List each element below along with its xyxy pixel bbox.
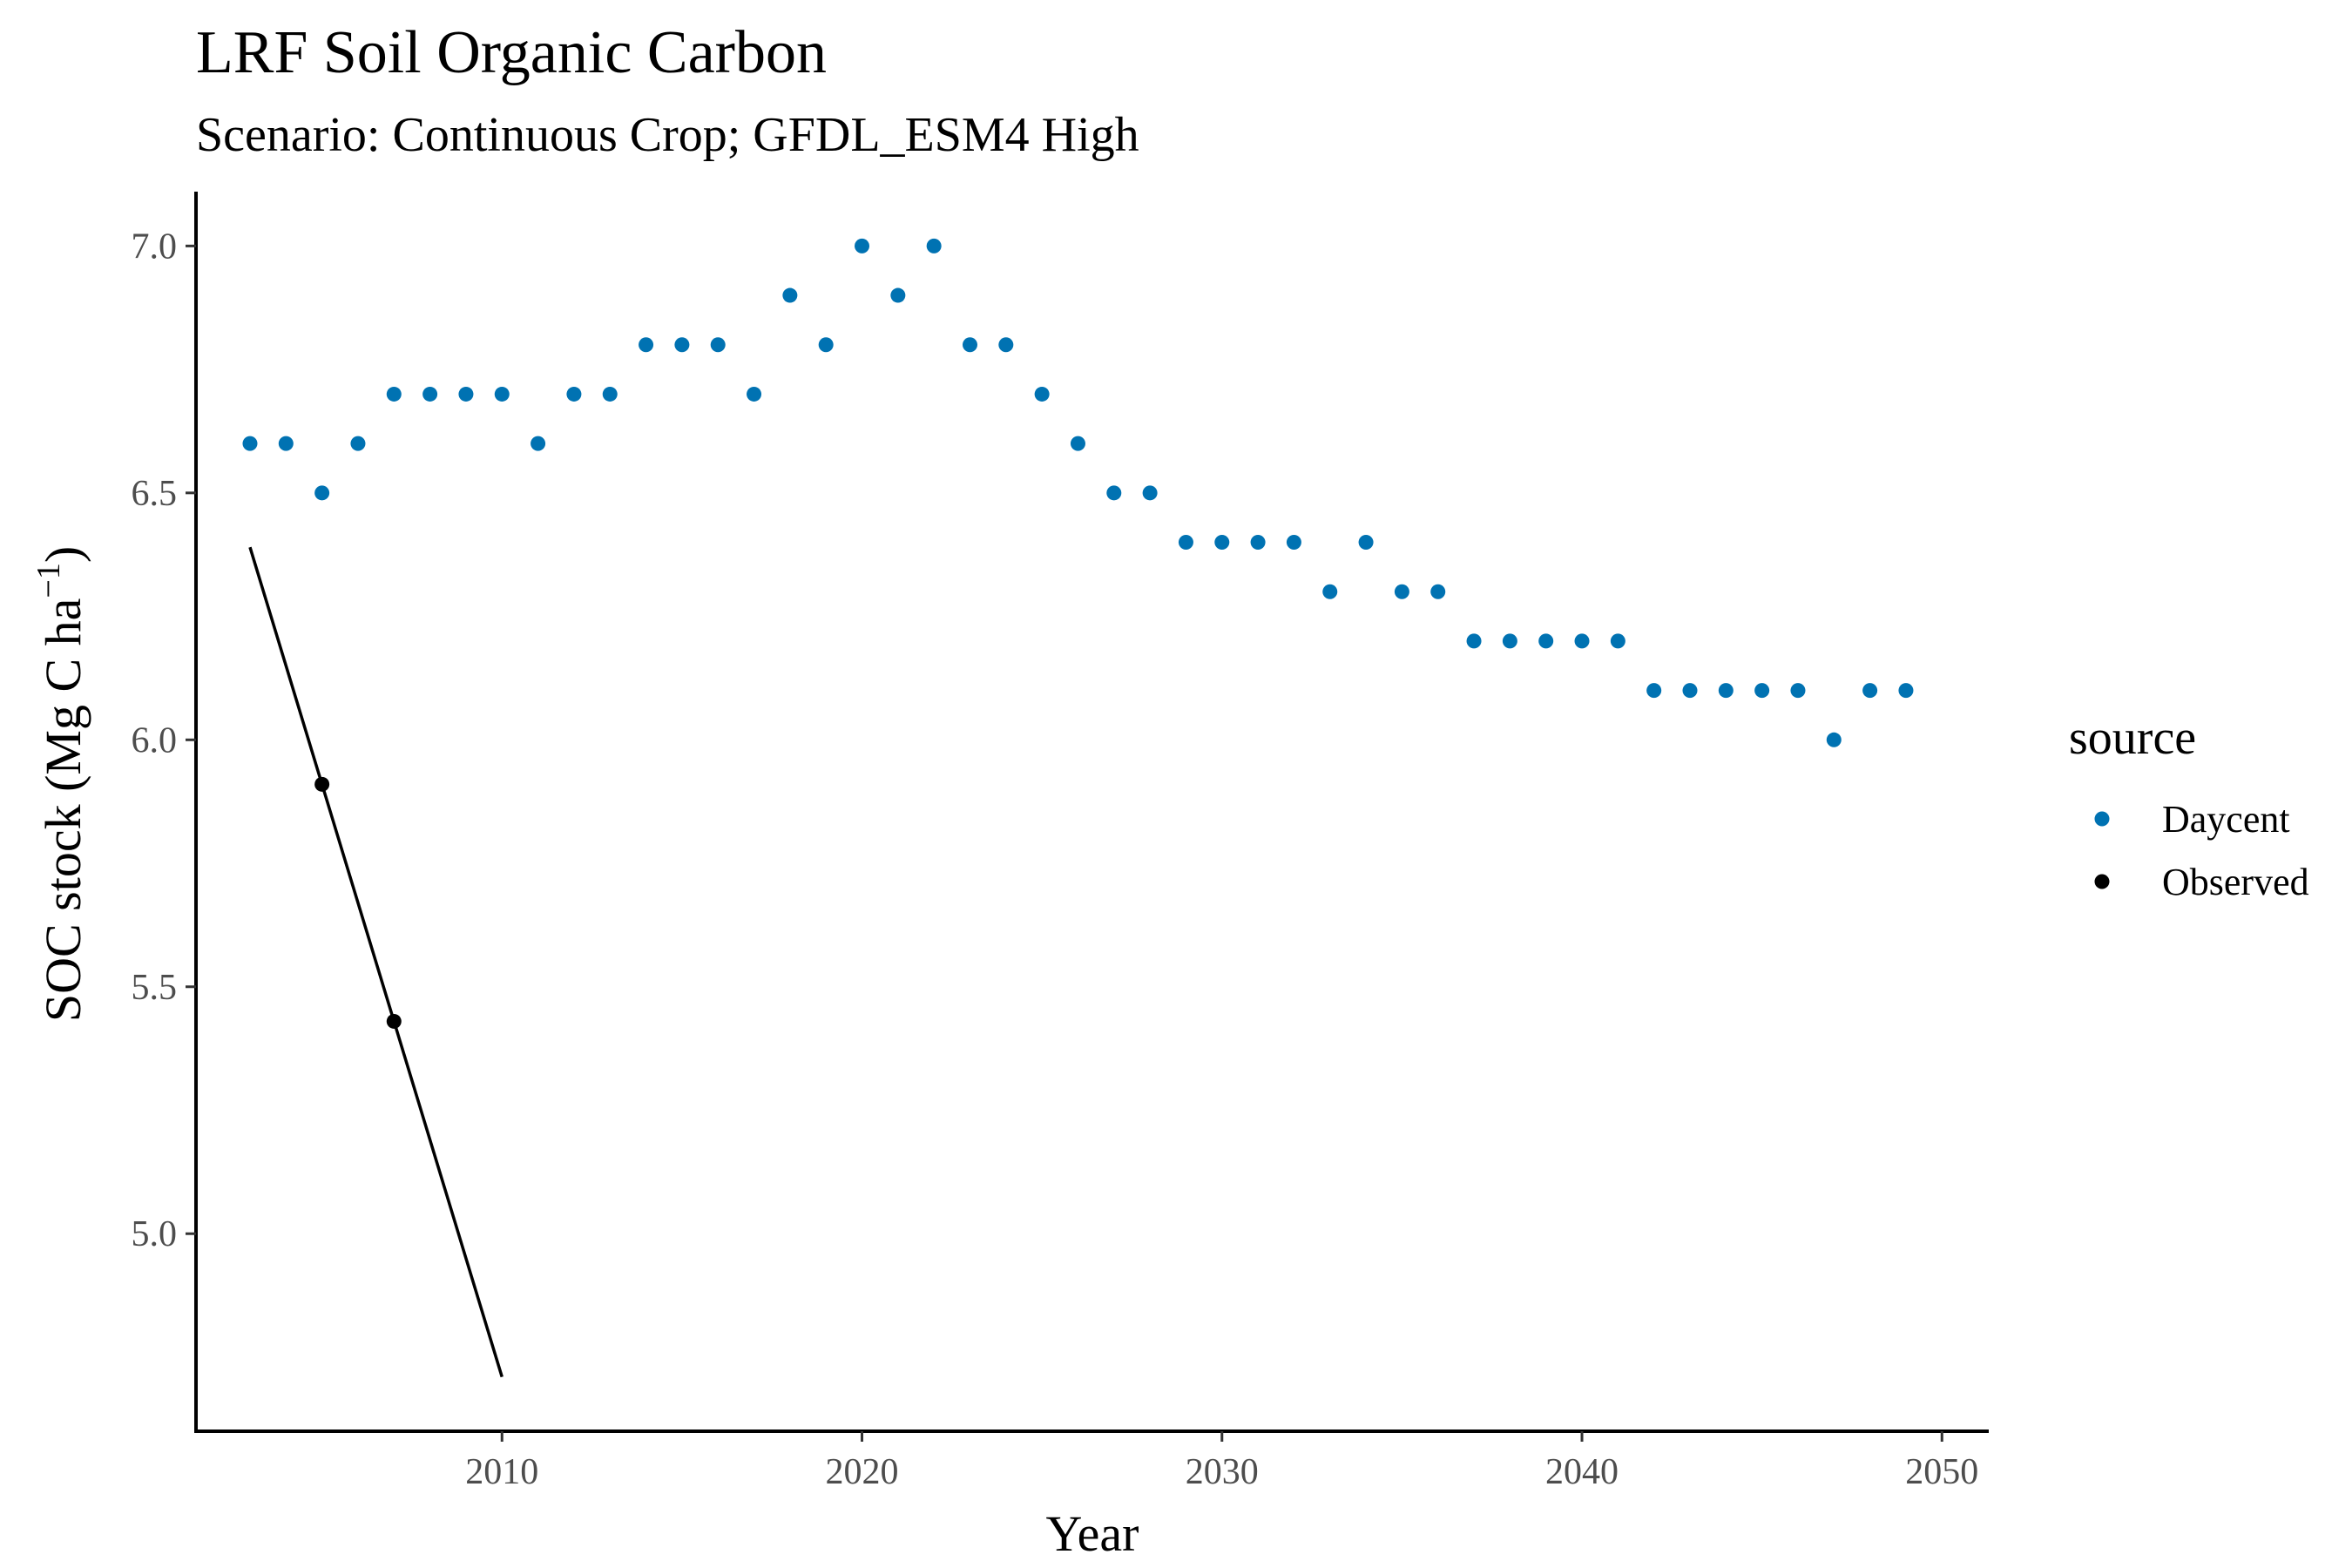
- daycent-point: [1034, 386, 1050, 402]
- daycent-point: [350, 436, 366, 451]
- daycent-point: [890, 287, 906, 303]
- y-tick-label: 6.0: [132, 720, 178, 760]
- y-axis-title-main: SOC stock (Mg C ha: [35, 598, 91, 1023]
- daycent-point: [278, 436, 294, 451]
- daycent-point: [747, 386, 762, 402]
- daycent-point: [1286, 535, 1301, 551]
- legend: source Daycent Observed: [2069, 711, 2309, 903]
- daycent-point: [639, 337, 654, 353]
- x-tick-label: 2010: [465, 1452, 538, 1492]
- x-tick-label: 2050: [1905, 1452, 1978, 1492]
- daycent-point: [1898, 683, 1914, 699]
- daycent-point: [926, 238, 942, 253]
- daycent-point: [674, 337, 690, 353]
- daycent-point: [602, 386, 618, 402]
- legend-title: source: [2069, 711, 2196, 765]
- y-axis-ticks: 5.0 5.5 6.0 6.5 7.0: [132, 226, 196, 1254]
- y-axis-title: SOC stock (Mg C ha−1): [30, 546, 91, 1022]
- y-tick-label: 6.5: [132, 474, 178, 514]
- legend-label-observed: Observed: [2162, 861, 2309, 903]
- daycent-point: [1826, 732, 1842, 747]
- daycent-point: [1574, 633, 1590, 649]
- chart-title: LRF Soil Organic Carbon: [196, 19, 827, 86]
- daycent-point: [1862, 683, 1878, 699]
- observed-trend-line: [248, 546, 504, 1378]
- daycent-point: [1646, 683, 1662, 699]
- daycent-point: [1394, 584, 1409, 599]
- x-tick-label: 2030: [1186, 1452, 1259, 1492]
- daycent-point: [1718, 683, 1734, 699]
- daycent-point: [386, 386, 402, 402]
- x-tick-label: 2020: [826, 1452, 899, 1492]
- daycent-point: [1538, 633, 1554, 649]
- daycent-point: [1502, 633, 1517, 649]
- y-axis-title-close: ): [35, 546, 91, 563]
- legend-key-observed: [2094, 874, 2110, 889]
- daycent-point: [1754, 683, 1770, 699]
- daycent-point: [1250, 535, 1266, 551]
- daycent-point: [1466, 633, 1482, 649]
- y-axis-title-superscript: −1: [30, 563, 67, 598]
- chart-subtitle: Scenario: Continuous Crop; GFDL_ESM4 Hig…: [196, 108, 1139, 162]
- daycent-point: [1322, 584, 1338, 599]
- x-axis-ticks: 2010 2020 2030 2040 2050: [465, 1431, 1978, 1492]
- daycent-point: [1214, 535, 1230, 551]
- daycent-point: [818, 337, 834, 353]
- daycent-point: [314, 485, 330, 501]
- daycent-point: [998, 337, 1014, 353]
- daycent-point: [962, 337, 977, 353]
- observed-point: [386, 1013, 402, 1029]
- daycent-point: [531, 436, 546, 451]
- daycent-point: [1430, 584, 1446, 599]
- daycent-point: [1142, 485, 1158, 501]
- observed-point: [314, 776, 330, 792]
- daycent-point: [1682, 683, 1698, 699]
- daycent-point: [458, 386, 474, 402]
- daycent-point: [782, 287, 798, 303]
- daycent-point: [1106, 485, 1122, 501]
- daycent-point: [242, 436, 258, 451]
- legend-label-daycent: Daycent: [2162, 798, 2290, 841]
- daycent-point: [566, 386, 582, 402]
- legend-key-daycent: [2094, 811, 2110, 827]
- daycent-point: [1070, 436, 1085, 451]
- daycent-point: [1610, 633, 1625, 649]
- plot-area: [242, 238, 1914, 1378]
- y-tick-label: 5.5: [132, 968, 178, 1008]
- daycent-point: [1358, 535, 1374, 551]
- daycent-point: [1178, 535, 1193, 551]
- y-tick-label: 5.0: [132, 1214, 178, 1254]
- daycent-point: [855, 238, 870, 253]
- daycent-point: [1790, 683, 1806, 699]
- daycent-point: [710, 337, 726, 353]
- daycent-point: [422, 386, 438, 402]
- daycent-point: [494, 386, 510, 402]
- x-axis-title: Year: [1046, 1505, 1139, 1562]
- x-tick-label: 2040: [1545, 1452, 1619, 1492]
- y-tick-label: 7.0: [132, 226, 178, 267]
